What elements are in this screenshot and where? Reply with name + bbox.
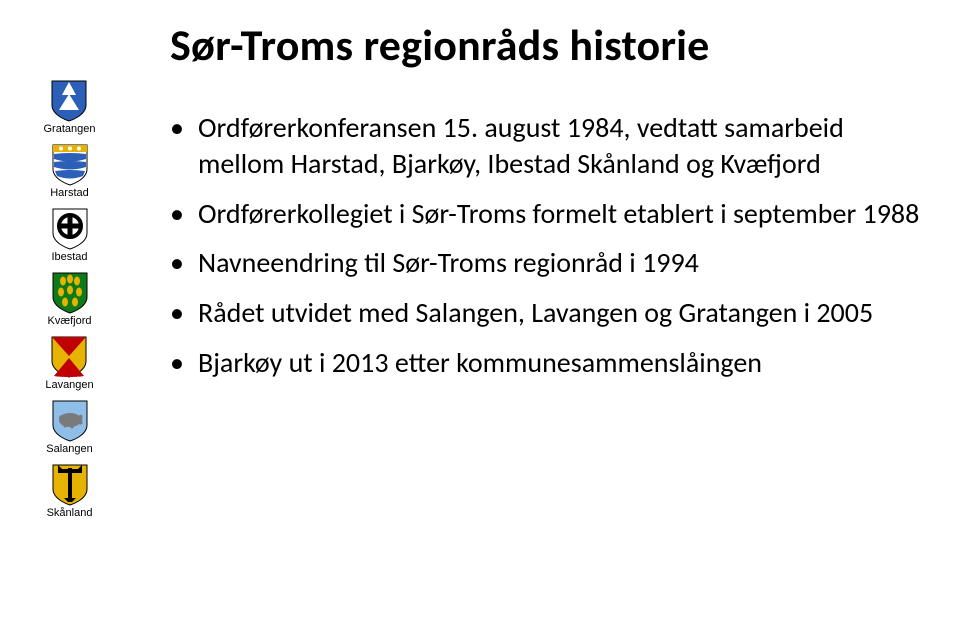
crest-label: Salangen <box>46 444 93 455</box>
crest-label: Gratangen <box>44 124 96 135</box>
shield-icon <box>52 208 88 250</box>
shield-icon <box>52 272 88 314</box>
crest-harstad: Harstad <box>50 144 89 199</box>
shield-icon <box>51 336 87 378</box>
bullet-item: Navneendring til Sør-Troms regionråd i 1… <box>170 245 920 281</box>
crest-salangen: Salangen <box>46 400 93 455</box>
crest-sidebar: Gratangen Harstad Ibestad <box>22 80 117 528</box>
crest-label: Lavangen <box>45 380 93 391</box>
crest-label: Harstad <box>50 188 89 199</box>
bullet-item: Ordførerkollegiet i Sør-Troms formelt et… <box>170 196 920 232</box>
page-title: Sør-Troms regionråds historie <box>170 18 920 72</box>
shield-icon <box>52 400 88 442</box>
slide: Sør-Troms regionråds historie Gratangen <box>0 0 960 619</box>
shield-icon <box>52 144 88 186</box>
bullet-item: Rådet utvidet med Salangen, Lavangen og … <box>170 295 920 331</box>
crest-kvaefjord: Kvæfjord <box>47 272 91 327</box>
crest-lavangen: Lavangen <box>45 336 93 391</box>
crest-skanland: Skånland <box>47 464 93 519</box>
crest-ibestad: Ibestad <box>51 208 87 263</box>
crest-gratangen: Gratangen <box>44 80 96 135</box>
bullet-item: Bjarkøy ut i 2013 etter kommunesammenslå… <box>170 345 920 381</box>
bullet-item: Ordførerkonferansen 15. august 1984, ved… <box>170 110 920 182</box>
crest-label: Skånland <box>47 508 93 519</box>
content-area: Ordførerkonferansen 15. august 1984, ved… <box>170 110 920 395</box>
shield-icon <box>52 464 88 506</box>
shield-icon <box>51 80 87 122</box>
crest-label: Ibestad <box>51 252 87 263</box>
bullet-list: Ordførerkonferansen 15. august 1984, ved… <box>170 110 920 381</box>
crest-label: Kvæfjord <box>47 316 91 327</box>
